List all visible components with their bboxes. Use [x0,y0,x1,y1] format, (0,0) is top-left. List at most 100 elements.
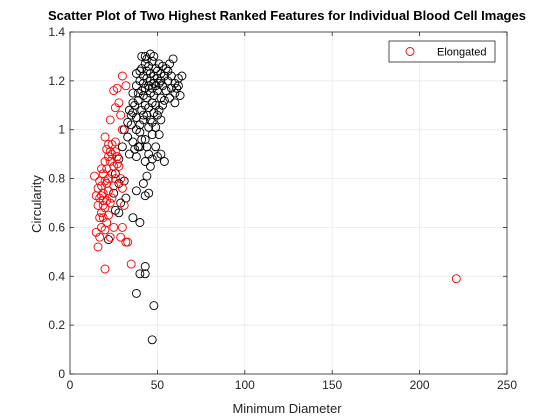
data-point [131,288,141,298]
data-point [163,66,173,76]
data-point [117,71,127,81]
data-point [123,237,133,247]
y-tick-label: 0.8 [48,172,65,186]
data-point [126,110,136,120]
data-point [173,81,183,91]
data-point [133,88,143,98]
chart-title: Scatter Plot of Two Highest Ranked Featu… [48,8,526,23]
data-point [128,108,138,118]
data-point [159,95,169,105]
data-point [451,274,461,284]
data-point [142,142,152,152]
data-point [100,264,110,274]
data-point [151,122,161,132]
data-point [112,152,122,162]
data-point [172,83,182,93]
data-point [128,98,138,108]
y-tick-label: 0 [58,367,65,381]
x-tick-label: 50 [151,378,165,392]
data-point [170,98,180,108]
data-points [90,49,461,345]
data-point [119,200,129,210]
data-point [98,196,108,206]
plot-area-border [69,31,508,375]
data-point [105,115,115,125]
x-tick-label: 250 [497,378,517,392]
data-point [131,152,141,162]
data-point [114,208,124,218]
data-point [147,130,157,140]
data-point [109,188,119,198]
x-tick-label: 0 [67,378,74,392]
data-point [107,139,117,149]
legend-marker-elongated [405,47,415,56]
x-tick-label: 200 [410,378,430,392]
data-point [104,210,113,220]
data-point [97,164,106,174]
data-point [137,135,147,144]
legend-label-elongated: Elongated [437,47,487,59]
data-point [131,186,141,196]
series-elongated [90,71,461,284]
data-point [116,110,126,120]
y-tick-label: 0.4 [48,269,65,283]
data-point [123,117,133,127]
data-point [149,51,159,61]
legend-box [388,40,496,63]
data-point [117,142,127,152]
data-point [140,269,150,279]
legend: Elongated [388,40,496,63]
data-point [117,183,127,193]
data-point [116,232,126,242]
data-point [151,142,161,152]
series-unlabeled [104,49,187,345]
data-point [142,66,152,76]
data-point [97,191,106,201]
data-point [170,88,180,98]
data-point [104,174,113,184]
data-point [114,161,124,171]
data-point [112,159,122,169]
data-point [110,147,120,157]
data-point [112,83,122,93]
data-point [149,301,159,311]
data-point [133,142,143,152]
data-point [142,171,152,181]
data-point [140,262,150,271]
data-point [102,179,112,188]
y-tick-label: 0.2 [48,318,65,332]
data-point [135,269,145,279]
data-point [154,130,164,140]
y-tick-label: 1.2 [48,74,65,88]
x-tick-label: 150 [322,378,342,392]
data-point [137,51,147,61]
data-point [165,93,175,103]
data-point [114,154,124,164]
data-point [104,235,113,245]
data-point [135,218,145,227]
data-point [168,54,178,64]
data-point [156,149,166,159]
x-tick-label: 100 [235,378,255,392]
data-point [100,132,110,142]
data-point [140,51,150,61]
data-point [138,179,148,188]
data-point [123,132,133,142]
data-point [121,81,131,91]
data-point [117,222,127,232]
data-point [147,335,157,345]
x-axis-label: Minimum Diameter [232,401,342,416]
data-point [117,125,127,135]
data-point [95,232,105,242]
data-point [175,91,185,100]
y-tick-label: 1 [58,123,65,137]
data-point [128,88,138,98]
data-point [151,100,161,110]
data-point [156,115,166,125]
data-point [107,193,117,203]
data-point [144,188,154,198]
data-point [177,71,187,81]
axis-ticks: 0 50 100 150 200 250 0 0.2 0.4 0.6 0.8 1 1.2 1.4 [48,25,517,392]
